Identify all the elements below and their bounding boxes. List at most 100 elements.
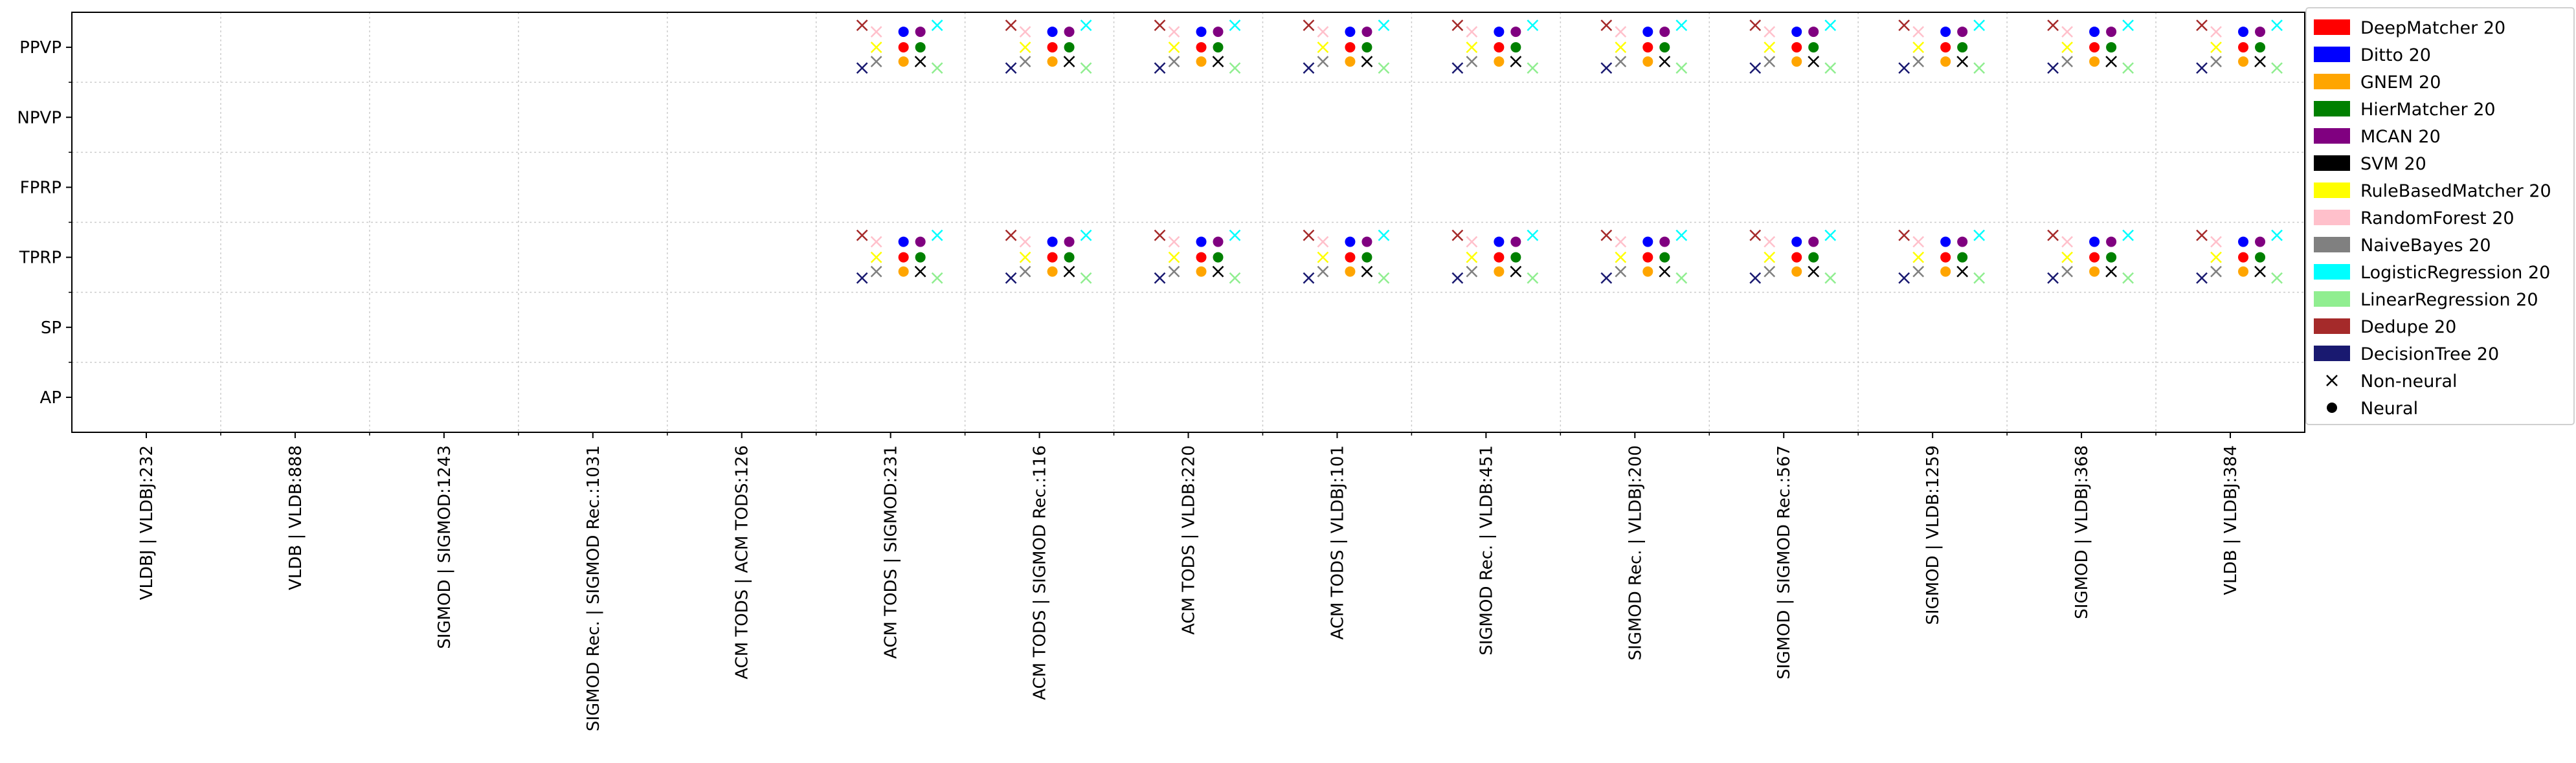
data-point-randomforest-20 — [1764, 236, 1776, 248]
data-point-naivebayes-20 — [1764, 56, 1776, 67]
data-point-randomforest-20 — [1019, 236, 1031, 248]
data-point-decisiontree-20 — [1303, 272, 1315, 284]
x-tick-label: SIGMOD | SIGMOD:1243 — [435, 445, 454, 649]
data-point-randomforest-20 — [1019, 26, 1031, 38]
data-point-logisticregression-20 — [1527, 229, 1539, 241]
data-point-svm-20 — [1659, 56, 1671, 67]
y-tick-label: PPVP — [19, 38, 62, 58]
legend-label: Non-neural — [2360, 371, 2458, 392]
legend-label: RandomForest 20 — [2360, 208, 2514, 228]
data-point-randomforest-20 — [1615, 26, 1627, 38]
data-point-dedupe-20 — [2196, 19, 2208, 31]
data-point-svm-20 — [1808, 56, 1820, 67]
data-point-svm-20 — [1510, 56, 1522, 67]
data-point-linearregression-20 — [1080, 272, 1092, 284]
data-point-mcan-20 — [2106, 27, 2117, 38]
data-point-naivebayes-20 — [1764, 265, 1776, 278]
data-point-decisiontree-20 — [1898, 272, 1910, 284]
legend-swatch — [2314, 101, 2350, 116]
data-point-ditto-20 — [1345, 236, 1356, 247]
data-point-gnem-20 — [1047, 266, 1058, 277]
legend-marker-neural — [2327, 403, 2337, 413]
y-tick-label: SP — [41, 318, 62, 338]
legend-swatch — [2314, 128, 2350, 144]
data-point-logisticregression-20 — [1080, 19, 1092, 31]
data-point-decisiontree-20 — [1303, 62, 1315, 74]
data-point-rulebasedmatcher-20 — [1168, 41, 1180, 53]
legend-label: NaiveBayes 20 — [2360, 236, 2491, 256]
data-point-randomforest-20 — [2061, 26, 2073, 38]
data-point-decisiontree-20 — [2047, 62, 2059, 74]
data-point-deepmatcher-20 — [2089, 42, 2100, 53]
data-point-logisticregression-20 — [2271, 229, 2283, 241]
data-point-naivebayes-20 — [1019, 265, 1031, 278]
data-point-deepmatcher-20 — [1940, 252, 1951, 263]
data-point-hiermatcher-20 — [2255, 252, 2266, 263]
data-point-linearregression-20 — [1527, 272, 1539, 284]
data-point-randomforest-20 — [2210, 26, 2222, 38]
legend-swatch — [2314, 74, 2350, 89]
data-point-ditto-20 — [2089, 236, 2100, 247]
data-point-svm-20 — [914, 265, 926, 278]
data-point-logisticregression-20 — [2271, 19, 2283, 31]
data-point-ditto-20 — [1047, 27, 1058, 38]
data-point-deepmatcher-20 — [2238, 42, 2249, 53]
data-point-logisticregression-20 — [2122, 19, 2134, 31]
data-point-mcan-20 — [1361, 27, 1372, 38]
data-point-hiermatcher-20 — [1064, 42, 1075, 53]
data-point-ditto-20 — [898, 236, 909, 247]
data-point-svm-20 — [1212, 56, 1224, 67]
x-tick-label: SIGMOD Rec. | VLDB:451 — [1477, 445, 1496, 656]
data-point-rulebasedmatcher-20 — [1019, 251, 1031, 263]
data-point-hiermatcher-20 — [1213, 42, 1224, 53]
data-point-deepmatcher-20 — [1791, 252, 1802, 263]
data-point-gnem-20 — [1345, 266, 1356, 277]
data-point-ditto-20 — [1791, 27, 1802, 38]
data-point-decisiontree-20 — [1600, 62, 1613, 74]
data-point-ditto-20 — [1494, 27, 1505, 38]
data-point-gnem-20 — [1494, 56, 1505, 67]
data-point-linearregression-20 — [1080, 62, 1092, 74]
data-point-linearregression-20 — [2271, 62, 2283, 74]
data-point-ditto-20 — [1196, 236, 1207, 247]
data-point-hiermatcher-20 — [1659, 252, 1670, 263]
data-point-svm-20 — [1956, 265, 1969, 278]
legend-swatch — [2314, 47, 2350, 62]
data-point-logisticregression-20 — [1824, 19, 1837, 31]
data-point-mcan-20 — [1213, 27, 1224, 38]
data-point-mcan-20 — [915, 27, 926, 38]
data-point-rulebasedmatcher-20 — [1317, 41, 1329, 53]
data-point-dedupe-20 — [1451, 19, 1464, 31]
data-point-svm-20 — [1659, 265, 1671, 278]
data-point-svm-20 — [1510, 265, 1522, 278]
data-point-naivebayes-20 — [2210, 265, 2222, 278]
data-point-mcan-20 — [1064, 236, 1075, 247]
data-point-ditto-20 — [2238, 27, 2249, 38]
data-point-deepmatcher-20 — [898, 42, 909, 53]
legend-label: LogisticRegression 20 — [2360, 263, 2550, 283]
x-tick-label: ACM TODS | ACM TODS:126 — [733, 445, 752, 680]
legend-swatch — [2314, 346, 2350, 361]
data-point-hiermatcher-20 — [1957, 252, 1968, 263]
data-point-naivebayes-20 — [2210, 56, 2222, 67]
data-point-gnem-20 — [2089, 266, 2100, 277]
data-point-gnem-20 — [898, 56, 909, 67]
data-point-linearregression-20 — [1378, 272, 1390, 284]
data-point-naivebayes-20 — [1466, 56, 1478, 67]
legend-label: DecisionTree 20 — [2360, 344, 2499, 364]
x-axis: VLDBJ | VLDBJ:232 VLDB | VLDB:888 SIGMOD |… — [137, 432, 2241, 731]
data-point-decisiontree-20 — [1749, 272, 1762, 284]
data-point-deepmatcher-20 — [1047, 252, 1058, 263]
data-point-logisticregression-20 — [1675, 229, 1688, 241]
legend-swatch — [2314, 210, 2350, 225]
data-point-randomforest-20 — [1466, 26, 1478, 38]
legend-swatch — [2314, 237, 2350, 252]
x-tick-label: ACM TODS | SIGMOD:231 — [882, 445, 901, 659]
data-point-dedupe-20 — [2196, 229, 2208, 241]
data-point-gnem-20 — [1345, 56, 1356, 67]
y-tick-label: TPRP — [19, 249, 62, 268]
legend-label: MCAN 20 — [2360, 127, 2441, 147]
data-point-ditto-20 — [1791, 236, 1802, 247]
data-point-mcan-20 — [1659, 27, 1670, 38]
data-point-naivebayes-20 — [2061, 265, 2073, 278]
